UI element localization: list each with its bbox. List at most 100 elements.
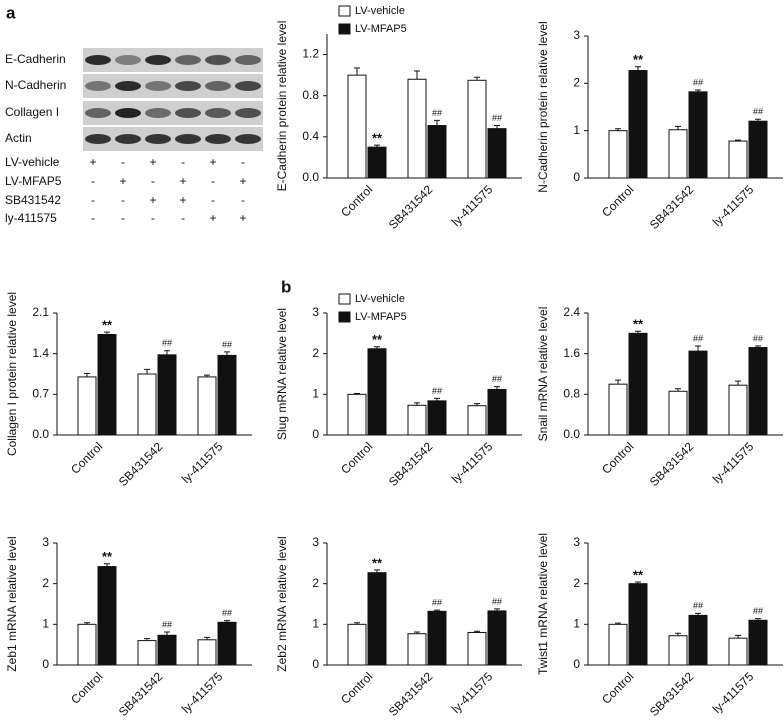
bar [427, 125, 447, 179]
bar [197, 376, 217, 436]
significance-label: ## [492, 596, 502, 606]
error-bar [414, 631, 420, 634]
error-bar [434, 397, 440, 401]
bar [467, 79, 487, 179]
y-tick-label: 2 [573, 76, 580, 90]
condition-label: LV-vehicle [5, 155, 60, 169]
error-bar [354, 393, 360, 395]
x-tick-label: Control [68, 439, 105, 476]
y-tick-label: 0 [573, 657, 580, 671]
blot-row-label: Collagen I [5, 105, 59, 119]
y-tick-label: 3 [573, 535, 580, 549]
bar [628, 583, 648, 666]
x-tick-label: SB431542 [647, 439, 697, 489]
y-tick-label: 0 [573, 170, 580, 184]
bar [427, 610, 447, 666]
bar [137, 640, 157, 666]
x-tick-label: SB431542 [386, 182, 436, 232]
x-tick-label: Control [338, 182, 375, 219]
error-bar [414, 402, 420, 406]
blot-row-label: Actin [5, 131, 32, 145]
error-bar [84, 372, 90, 377]
condition-sign: - [121, 193, 125, 207]
blot-band [205, 55, 231, 65]
y-tick-label: 2 [42, 576, 49, 590]
y-tick-label: 0 [312, 427, 319, 441]
y-tick-label: 0.0 [32, 427, 49, 441]
bar [748, 619, 768, 666]
y-axis-label: Twist1 mRNA relative level [536, 533, 550, 675]
blot-band [205, 134, 231, 144]
bar [217, 621, 237, 666]
error-bar [735, 139, 741, 142]
condition-label: ly-411575 [5, 211, 57, 225]
y-tick-label: 3 [312, 305, 319, 319]
significance-label: ** [372, 131, 383, 146]
bar [347, 393, 367, 436]
significance-label: ## [753, 107, 763, 117]
condition-sign: - [121, 211, 125, 225]
bar [77, 623, 97, 666]
blot-row-label: E-Cadherin [5, 52, 66, 66]
blot-band [175, 108, 201, 118]
significance-label: ** [372, 332, 383, 347]
significance-label: ## [162, 619, 172, 629]
x-tick-label: ly-411575 [179, 439, 226, 486]
y-tick-label: 0 [42, 657, 49, 671]
blot-band [145, 55, 171, 65]
error-bar [615, 128, 621, 131]
error-bar [474, 76, 480, 81]
y-tick-label: 0.7 [32, 387, 49, 401]
blot-band [85, 81, 111, 91]
bar [97, 333, 117, 436]
significance-label: ## [492, 374, 502, 384]
significance-label: ## [222, 339, 232, 349]
significance-label: ## [753, 333, 763, 343]
y-tick-label: 2.4 [563, 305, 580, 319]
blot-strip [83, 101, 263, 125]
bar [608, 383, 628, 436]
bar [367, 146, 387, 179]
y-tick-label: 1 [312, 387, 319, 401]
blot-band [115, 81, 141, 91]
bar [77, 376, 97, 436]
bar [668, 390, 688, 436]
error-bar [675, 125, 681, 130]
y-tick-label: 0.0 [302, 170, 319, 184]
y-axis-label: Slug mRNA relative level [275, 308, 289, 440]
condition-sign: + [239, 211, 246, 225]
bar [688, 614, 708, 666]
condition-sign: + [209, 155, 216, 169]
blot-band [115, 108, 141, 118]
blot-band [235, 81, 261, 91]
significance-label: ## [162, 338, 172, 348]
condition-sign: + [89, 155, 96, 169]
significance-label: ## [693, 333, 703, 343]
significance-label: ** [633, 52, 644, 67]
bar [367, 572, 387, 666]
bar [688, 91, 708, 179]
x-tick-label: ly-411575 [710, 669, 757, 716]
error-bar [474, 630, 480, 633]
error-bar [494, 125, 500, 129]
significance-label: ** [102, 318, 113, 333]
condition-sign: - [151, 174, 155, 188]
significance-label: ## [432, 597, 442, 607]
bar [628, 70, 648, 179]
significance-label: ## [432, 108, 442, 118]
error-bar [144, 638, 150, 641]
significance-label: ## [693, 601, 703, 611]
y-tick-label: 1 [573, 123, 580, 137]
error-bar [164, 350, 170, 355]
blot-band [145, 108, 171, 118]
error-bar [695, 345, 701, 352]
legend-label: LV-vehicle [355, 5, 405, 17]
bar [407, 404, 427, 436]
error-bar [675, 632, 681, 636]
error-bar [494, 386, 500, 390]
x-tick-label: Control [68, 669, 105, 706]
condition-sign: + [209, 211, 216, 225]
y-tick-label: 0.0 [563, 427, 580, 441]
blot-row-label: N-Cadherin [5, 78, 66, 92]
